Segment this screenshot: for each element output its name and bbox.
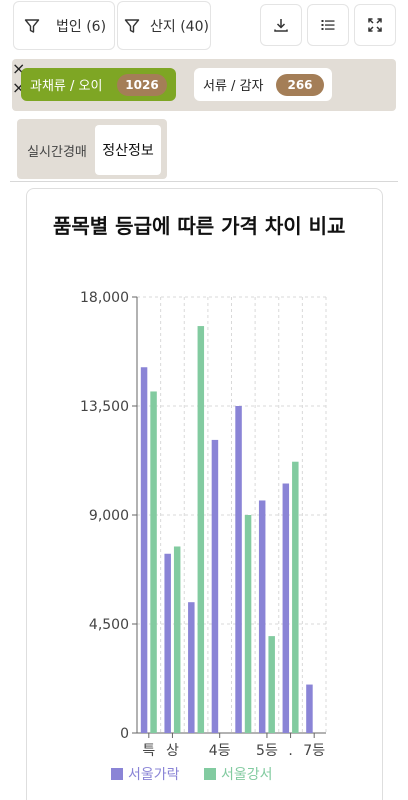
filter-icon — [122, 16, 142, 36]
legend-swatch — [111, 768, 123, 780]
divider — [10, 181, 398, 182]
bar — [235, 406, 242, 733]
bar — [140, 367, 148, 733]
bar — [258, 500, 266, 733]
download-icon — [271, 15, 291, 35]
bar — [282, 483, 290, 733]
corp-filter-label: 법인 (6) — [56, 18, 107, 35]
chip-count-badge: 1026 — [117, 74, 167, 96]
x-tick-label: 특 — [142, 743, 155, 759]
y-tick-label: 18,000 — [80, 290, 129, 306]
subtab-bar: 실시간경매 정산정보 — [17, 119, 167, 179]
list-icon — [318, 15, 338, 35]
y-tick-label: 0 — [120, 726, 129, 742]
legend-swatch — [204, 768, 216, 780]
selected-item-chip[interactable]: 과채류 / 오이 1026 — [21, 68, 176, 101]
x-tick-label: . — [288, 743, 292, 759]
chip-label: 과채류 / 오이 — [30, 79, 103, 94]
filter-icon — [22, 16, 42, 36]
y-tick-label: 4,500 — [89, 617, 129, 633]
x-tick-label: 5등 — [256, 743, 278, 759]
tab-settlement-info[interactable]: 정산정보 — [95, 125, 161, 175]
fullscreen-button[interactable] — [354, 4, 396, 46]
bar — [197, 326, 205, 733]
legend-label: 서울가락 — [128, 767, 180, 783]
tab-realtime-auction[interactable]: 실시간경매 — [27, 144, 87, 160]
bar — [164, 553, 171, 733]
bar — [292, 461, 299, 733]
origin-filter-button[interactable]: 산지 (40) — [117, 1, 211, 50]
bar — [306, 684, 313, 733]
y-tick-label: 9,000 — [89, 508, 129, 524]
bar — [188, 602, 195, 733]
bar — [268, 636, 275, 733]
list-view-button[interactable] — [307, 4, 349, 46]
corp-filter-button[interactable]: 법인 (6) — [13, 1, 115, 50]
legend-label: 서울강서 — [221, 767, 273, 783]
bar — [211, 439, 219, 733]
origin-filter-label: 산지 (40) — [150, 18, 209, 35]
toolbar: 법인 (6) 산지 (40) — [0, 0, 408, 56]
chart-title: 품목별 등급에 따른 가격 차이 비교 — [53, 214, 346, 238]
chip-label: 서류 / 감자 — [203, 79, 264, 94]
x-tick-label: 7등 — [303, 743, 325, 759]
bar — [173, 546, 181, 733]
x-tick-label: 4등 — [209, 743, 231, 759]
expand-icon — [365, 15, 385, 35]
bar — [244, 515, 252, 733]
bar — [150, 391, 157, 733]
chart-card: 품목별 등급에 따른 가격 차이 비교 0 4,500 9,000 13,500 18,… — [26, 188, 383, 800]
download-button[interactable] — [260, 4, 302, 46]
chip-count-badge: 266 — [276, 74, 324, 96]
x-tick-label: 상 — [166, 743, 179, 759]
selected-items-bar: 과채류 / 오이 1026 × 서류 / 감자 266 × — [12, 59, 396, 111]
selected-item-chip[interactable]: 서류 / 감자 266 — [194, 68, 332, 101]
y-tick-label: 13,500 — [80, 399, 129, 415]
